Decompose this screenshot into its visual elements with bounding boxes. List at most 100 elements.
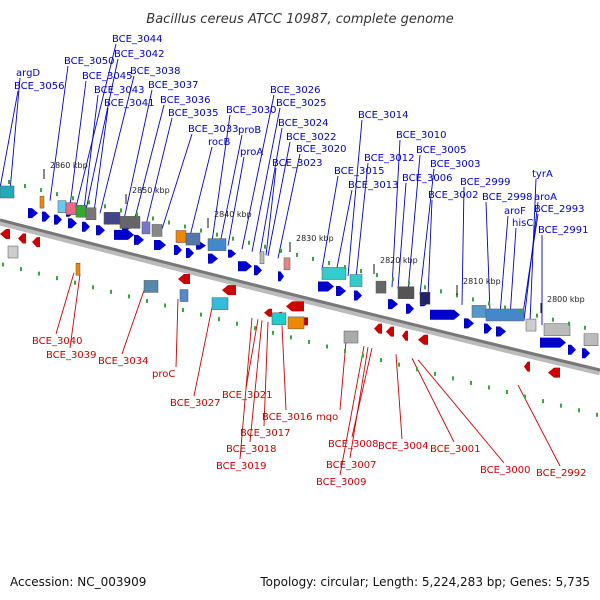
gene-feature-box: [471, 305, 487, 318]
connector-line: [49, 65, 69, 201]
marker-dot: [328, 260, 330, 265]
connector-line: [241, 94, 275, 250]
marker-dot: [560, 403, 562, 408]
gene-feature-box: [271, 312, 287, 326]
marker-dot: [520, 309, 522, 314]
forward-gene-label: BCE_3026: [270, 85, 320, 96]
connector-line: [259, 127, 283, 254]
marker-dot: [152, 216, 154, 221]
marker-dot: [232, 236, 234, 241]
gene-feature-box: [179, 289, 189, 302]
forward-gene-label: BCE_3050: [64, 56, 114, 67]
reverse-gene-label: BCE_3039: [46, 350, 96, 361]
connector-line: [349, 347, 369, 459]
reverse-gene-arrow: [374, 323, 382, 334]
connector-line: [69, 80, 87, 206]
reverse-gene-arrow: [18, 233, 26, 244]
marker-dot: [506, 390, 508, 395]
forward-gene-arrow: [388, 299, 398, 310]
connector-line: [461, 186, 465, 305]
forward-gene-arrow: [186, 248, 194, 259]
forward-gene-label: BCE_3042: [114, 49, 164, 60]
marker-dot: [392, 277, 394, 282]
marker-dot: [20, 267, 22, 272]
connector-line: [351, 348, 373, 438]
marker-dot: [416, 367, 418, 372]
marker-dot: [376, 273, 378, 278]
gene-feature-box: [143, 280, 159, 293]
marker-dot: [344, 265, 346, 270]
connector-line: [395, 354, 403, 440]
forward-gene-label: BCE_2998: [482, 192, 532, 203]
marker-dot: [40, 188, 42, 193]
connector-line: [407, 154, 421, 292]
marker-dot: [504, 305, 506, 310]
marker-dot: [488, 385, 490, 390]
gene-feature-box: [321, 267, 347, 280]
connector-line: [411, 358, 455, 443]
marker-dot: [470, 380, 472, 385]
reverse-gene-label: BCE_3027: [170, 398, 220, 409]
marker-dot: [488, 301, 490, 306]
forward-gene-arrow: [134, 234, 144, 245]
forward-gene-arrow: [406, 303, 414, 314]
marker-dot: [56, 276, 58, 281]
marker-dot: [254, 326, 256, 331]
forward-gene-arrow: [68, 218, 77, 229]
gene-features: [0, 180, 599, 417]
marker-dot: [326, 344, 328, 349]
connector-line: [69, 274, 81, 349]
forward-gene-arrow: [354, 290, 362, 301]
marker-dot: [440, 289, 442, 294]
connector-line: [417, 359, 505, 464]
forward-gene-arrow: [238, 261, 252, 272]
forward-gene-label: BCE_3020: [296, 144, 346, 155]
connector-line: [265, 167, 277, 256]
marker-dot: [472, 297, 474, 302]
reverse-gene-arrow: [548, 367, 560, 378]
gene-labels: argD BCE_3056 BCE_3050 BCE_3044 BCE_3042 BCE_…: [14, 34, 588, 488]
marker-dot: [568, 321, 570, 326]
forward-gene-label: BCE_3036: [160, 95, 210, 106]
forward-gene-arrow: [96, 225, 105, 236]
topology-text: Topology: circular; Length: 5,224,283 bp…: [259, 575, 590, 589]
forward-gene-label: BCE_3015: [334, 166, 384, 177]
forward-gene-arrow: [430, 309, 460, 320]
reverse-gene-arrow: [386, 326, 394, 337]
reverse-gene-label: BCE_2992: [536, 468, 586, 479]
marker-dot: [110, 289, 112, 294]
marker-dot: [584, 325, 586, 330]
kbp-tick-label: 2830 kbp: [296, 234, 334, 243]
forward-gene-label: BCE_3033: [188, 124, 238, 135]
gene-feature-box: [65, 202, 77, 215]
gene-feature-box: [419, 292, 431, 305]
marker-dot: [56, 192, 58, 197]
forward-gene-label: proA: [240, 147, 263, 158]
connector-line: [121, 290, 145, 355]
gene-feature-box: [119, 216, 141, 229]
reverse-gene-label: BCE_3001: [430, 444, 480, 455]
marker-dot: [92, 285, 94, 290]
forward-gene-label: hisC: [512, 218, 533, 229]
connector-line: [529, 178, 537, 323]
reverse-gene-label: BCE_3021: [222, 390, 272, 401]
forward-gene-arrow: [208, 253, 218, 264]
connector-line: [133, 104, 165, 223]
marker-dot: [88, 200, 90, 205]
kbp-tick-label: 2810 kbp: [463, 277, 501, 286]
marker-dot: [200, 312, 202, 317]
connector-line: [189, 146, 213, 237]
gene-feature-box: [175, 230, 187, 243]
gene-feature-box: [0, 185, 15, 199]
gene-feature-box: [543, 323, 571, 336]
forward-gene-arrow: [42, 211, 50, 222]
reverse-gene-label: BCE_3018: [226, 444, 276, 455]
forward-gene-label: BCE_3012: [364, 153, 414, 164]
marker-dot: [542, 399, 544, 404]
forward-gene-arrow: [496, 326, 506, 337]
connector-line: [263, 321, 269, 427]
kbp-tick-label: 2800 kbp: [547, 295, 585, 304]
label-connectors: [0, 43, 561, 476]
forward-gene-arrow: [568, 344, 576, 355]
